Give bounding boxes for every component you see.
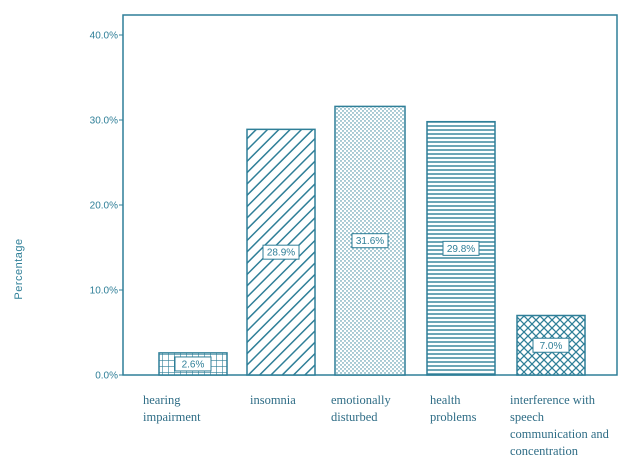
x-category-line: insomnia xyxy=(250,393,296,407)
bars: 2.6% 28.9% 31.6% 29.8% 7.0% xyxy=(158,105,586,376)
y-axis-title: Percentage xyxy=(13,238,25,299)
x-category-line: speech xyxy=(510,410,545,424)
data-label: 31.6% xyxy=(356,236,384,247)
x-category-label: hearing impairment xyxy=(143,393,201,424)
data-label-box xyxy=(442,240,480,256)
data-label-box xyxy=(262,244,300,260)
y-tick-label: 20.0% xyxy=(90,201,118,212)
y-tick-label: 40.0% xyxy=(90,31,118,42)
data-label: 28.9% xyxy=(267,248,295,259)
data-label: 29.8% xyxy=(447,244,475,255)
x-category-label: insomnia xyxy=(250,393,296,407)
data-label-box xyxy=(351,233,389,249)
y-tick-label: 30.0% xyxy=(90,116,118,127)
x-category-line: disturbed xyxy=(331,410,378,424)
x-category-line: health xyxy=(430,393,461,407)
data-label: 7.0% xyxy=(540,341,563,352)
x-category-line: emotionally xyxy=(331,393,391,407)
data-label-box xyxy=(532,337,570,353)
x-axis-categories: hearing impairment insomnia emotionally dist… xyxy=(143,393,610,458)
data-label-box xyxy=(174,356,212,372)
x-category-label: interference with speech communication and… xyxy=(510,393,610,458)
x-category-line: impairment xyxy=(143,410,201,424)
x-category-label: health problems xyxy=(430,393,477,424)
x-category-line: concentration xyxy=(510,444,579,458)
x-category-line: interference with xyxy=(510,393,596,407)
x-category-line: communication and xyxy=(510,427,610,441)
y-tick-label: 0.0% xyxy=(95,371,118,382)
x-category-line: problems xyxy=(430,410,477,424)
x-category-label: emotionally disturbed xyxy=(331,393,391,424)
y-tick-label: 10.0% xyxy=(90,286,118,297)
data-label: 2.6% xyxy=(182,359,205,370)
x-category-line: hearing xyxy=(143,393,181,407)
y-axis: 0.0% 10.0% 20.0% 30.0% 40.0% xyxy=(90,31,123,382)
